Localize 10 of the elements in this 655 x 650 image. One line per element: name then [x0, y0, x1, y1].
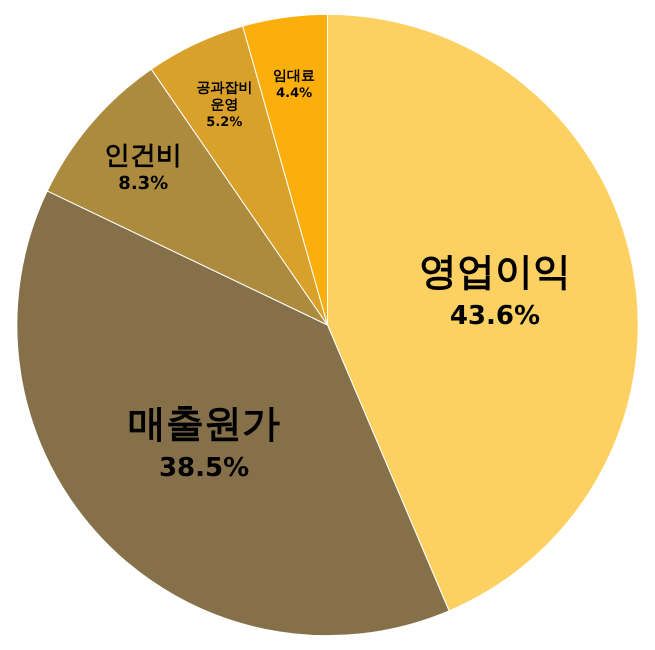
slice-label: 영업이익 — [418, 248, 571, 293]
slice-label: 매출원가 — [128, 401, 280, 446]
data-label: 43.6% — [450, 300, 540, 331]
slice-label: 임대료 — [273, 68, 316, 84]
data-label: 38.5% — [158, 453, 250, 484]
data-label: 4.4% — [276, 86, 312, 101]
slice-label: 공과잡비 운영 — [196, 80, 252, 114]
slice-label: 인건비 — [104, 140, 182, 171]
data-label: 5.2% — [206, 115, 242, 130]
data-label: 8.3% — [118, 173, 168, 194]
